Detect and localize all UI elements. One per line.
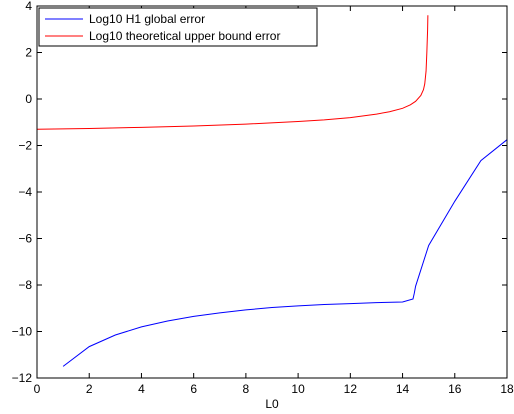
y-tick-label: 0	[25, 92, 32, 106]
x-tick-label: 8	[243, 382, 250, 396]
y-tick-label: 2	[25, 46, 32, 60]
y-tick-label: −12	[12, 371, 33, 385]
x-tick-label: 6	[190, 382, 197, 396]
legend: Log10 H1 global error Log10 theoretical u…	[38, 7, 318, 47]
series-line-1	[62, 139, 508, 367]
x-tick-label: 2	[86, 382, 93, 396]
y-tick-label: −2	[18, 139, 32, 153]
legend-box	[38, 7, 318, 47]
x-axis-title: L0	[265, 397, 279, 411]
y-axis: −12 −10 −8 −6 −4 −2 0 2 4	[12, 0, 507, 385]
x-axis: 0 2 4 6 8 10 12 14 16 18	[34, 6, 514, 396]
y-tick-label: 4	[25, 0, 32, 13]
y-tick-label: −4	[18, 185, 32, 199]
y-tick-label: −6	[18, 232, 32, 246]
x-tick-label: 18	[500, 382, 514, 396]
x-tick-label: 0	[34, 382, 41, 396]
legend-label-2: Log10 theoretical upper bound error	[89, 29, 280, 43]
x-tick-label: 12	[344, 382, 358, 396]
x-tick-label: 14	[396, 382, 410, 396]
x-tick-label: 10	[291, 382, 305, 396]
y-tick-label: −10	[12, 325, 33, 339]
plot-area	[37, 6, 507, 378]
x-tick-label: 16	[448, 382, 462, 396]
x-tick-label: 4	[138, 382, 145, 396]
y-tick-label: −8	[18, 278, 32, 292]
legend-label-1: Log10 H1 global error	[89, 12, 205, 26]
series-layer	[36, 15, 508, 367]
series-line-2	[36, 15, 429, 130]
